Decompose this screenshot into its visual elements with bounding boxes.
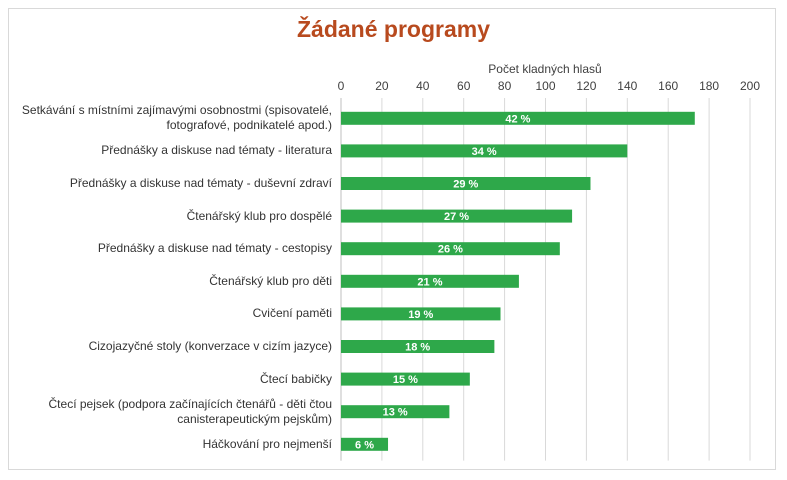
bar bbox=[341, 144, 628, 158]
category-label: Přednášky a diskuse nad tématy - literat… bbox=[101, 143, 332, 158]
data-label: 34 % bbox=[472, 146, 497, 158]
bar bbox=[341, 307, 501, 321]
data-label: 6 % bbox=[355, 439, 374, 451]
data-label: 21 % bbox=[417, 276, 442, 288]
x-tick-label: 80 bbox=[498, 79, 512, 93]
category-label-line: Přednášky a diskuse nad tématy - cestopi… bbox=[97, 241, 332, 256]
data-label: 15 % bbox=[393, 374, 418, 386]
bar bbox=[341, 274, 519, 288]
bar bbox=[341, 437, 389, 451]
category-label: Přednášky a diskuse nad tématy - cestopi… bbox=[98, 241, 332, 256]
x-tick-label: 40 bbox=[416, 79, 430, 93]
category-label: Přednášky a diskuse nad tématy - duševní… bbox=[70, 176, 332, 191]
bar bbox=[341, 177, 591, 190]
data-label: 26 % bbox=[438, 244, 463, 256]
category-label-line: Cizojazyčné stoly (konverzace v cizím ja… bbox=[88, 339, 332, 353]
x-tick-label: 0 bbox=[338, 79, 345, 93]
x-tick-label: 60 bbox=[457, 79, 471, 93]
category-label: Setkávání s místními zajímavými osobnost… bbox=[22, 103, 332, 133]
chart-frame bbox=[8, 8, 776, 470]
category-label-line: fotografové, podnikatelé apod.) bbox=[166, 118, 332, 133]
category-label-line: Cvičení paměti bbox=[252, 306, 332, 321]
category-label: Čtecí babičky bbox=[260, 372, 332, 387]
x-tick-label: 120 bbox=[576, 79, 596, 93]
data-label: 29 % bbox=[453, 179, 478, 191]
data-label: 18 % bbox=[405, 342, 430, 354]
category-label-line: Čtenářský klub pro dospělé bbox=[186, 208, 332, 223]
x-tick-label: 140 bbox=[617, 79, 637, 93]
data-label: 13 % bbox=[383, 407, 408, 419]
bar bbox=[341, 111, 695, 125]
bar bbox=[341, 340, 495, 353]
bar bbox=[341, 209, 573, 223]
category-label-line: canisterapeutickým pejskům) bbox=[177, 411, 332, 426]
data-label: 42 % bbox=[505, 113, 530, 125]
x-axis-title: Počet kladných hlasů bbox=[488, 62, 602, 76]
chart-title: Žádané programy bbox=[297, 16, 490, 42]
category-label-line: Čtecí babičky bbox=[259, 371, 332, 386]
category-label: Cvičení paměti bbox=[253, 306, 332, 321]
category-label: Cizojazyčné stoly (konverzace v cizím ja… bbox=[89, 339, 332, 354]
category-label-line: Přednášky a diskuse nad tématy - literat… bbox=[101, 143, 332, 158]
x-tick-label: 100 bbox=[535, 79, 555, 93]
category-label-line: Háčkování pro nejmenší bbox=[202, 436, 332, 451]
category-label-line: Čtenářský klub pro děti bbox=[209, 273, 332, 288]
data-label: 19 % bbox=[408, 309, 433, 321]
x-tick-label: 20 bbox=[375, 79, 389, 93]
category-label-line: Přednášky a diskuse nad tématy - duševní… bbox=[69, 176, 332, 190]
bar bbox=[341, 405, 450, 419]
category-label-line: Setkávání s místními zajímavými osobnost… bbox=[21, 103, 332, 118]
x-tick-label: 160 bbox=[658, 79, 678, 93]
category-label: Čtecí pejsek (podpora začínajících čtená… bbox=[49, 397, 332, 427]
bar bbox=[341, 242, 560, 256]
category-label-line: Čtecí pejsek (podpora začínajících čtená… bbox=[48, 396, 332, 411]
data-label: 27 % bbox=[444, 211, 469, 223]
category-label: Háčkování pro nejmenší bbox=[203, 437, 332, 452]
bar bbox=[341, 372, 470, 386]
category-label: Čtenářský klub pro dospělé bbox=[187, 209, 332, 224]
x-tick-label: 180 bbox=[699, 79, 719, 93]
x-tick-label: 200 bbox=[740, 79, 760, 93]
category-label: Čtenářský klub pro děti bbox=[209, 274, 332, 289]
